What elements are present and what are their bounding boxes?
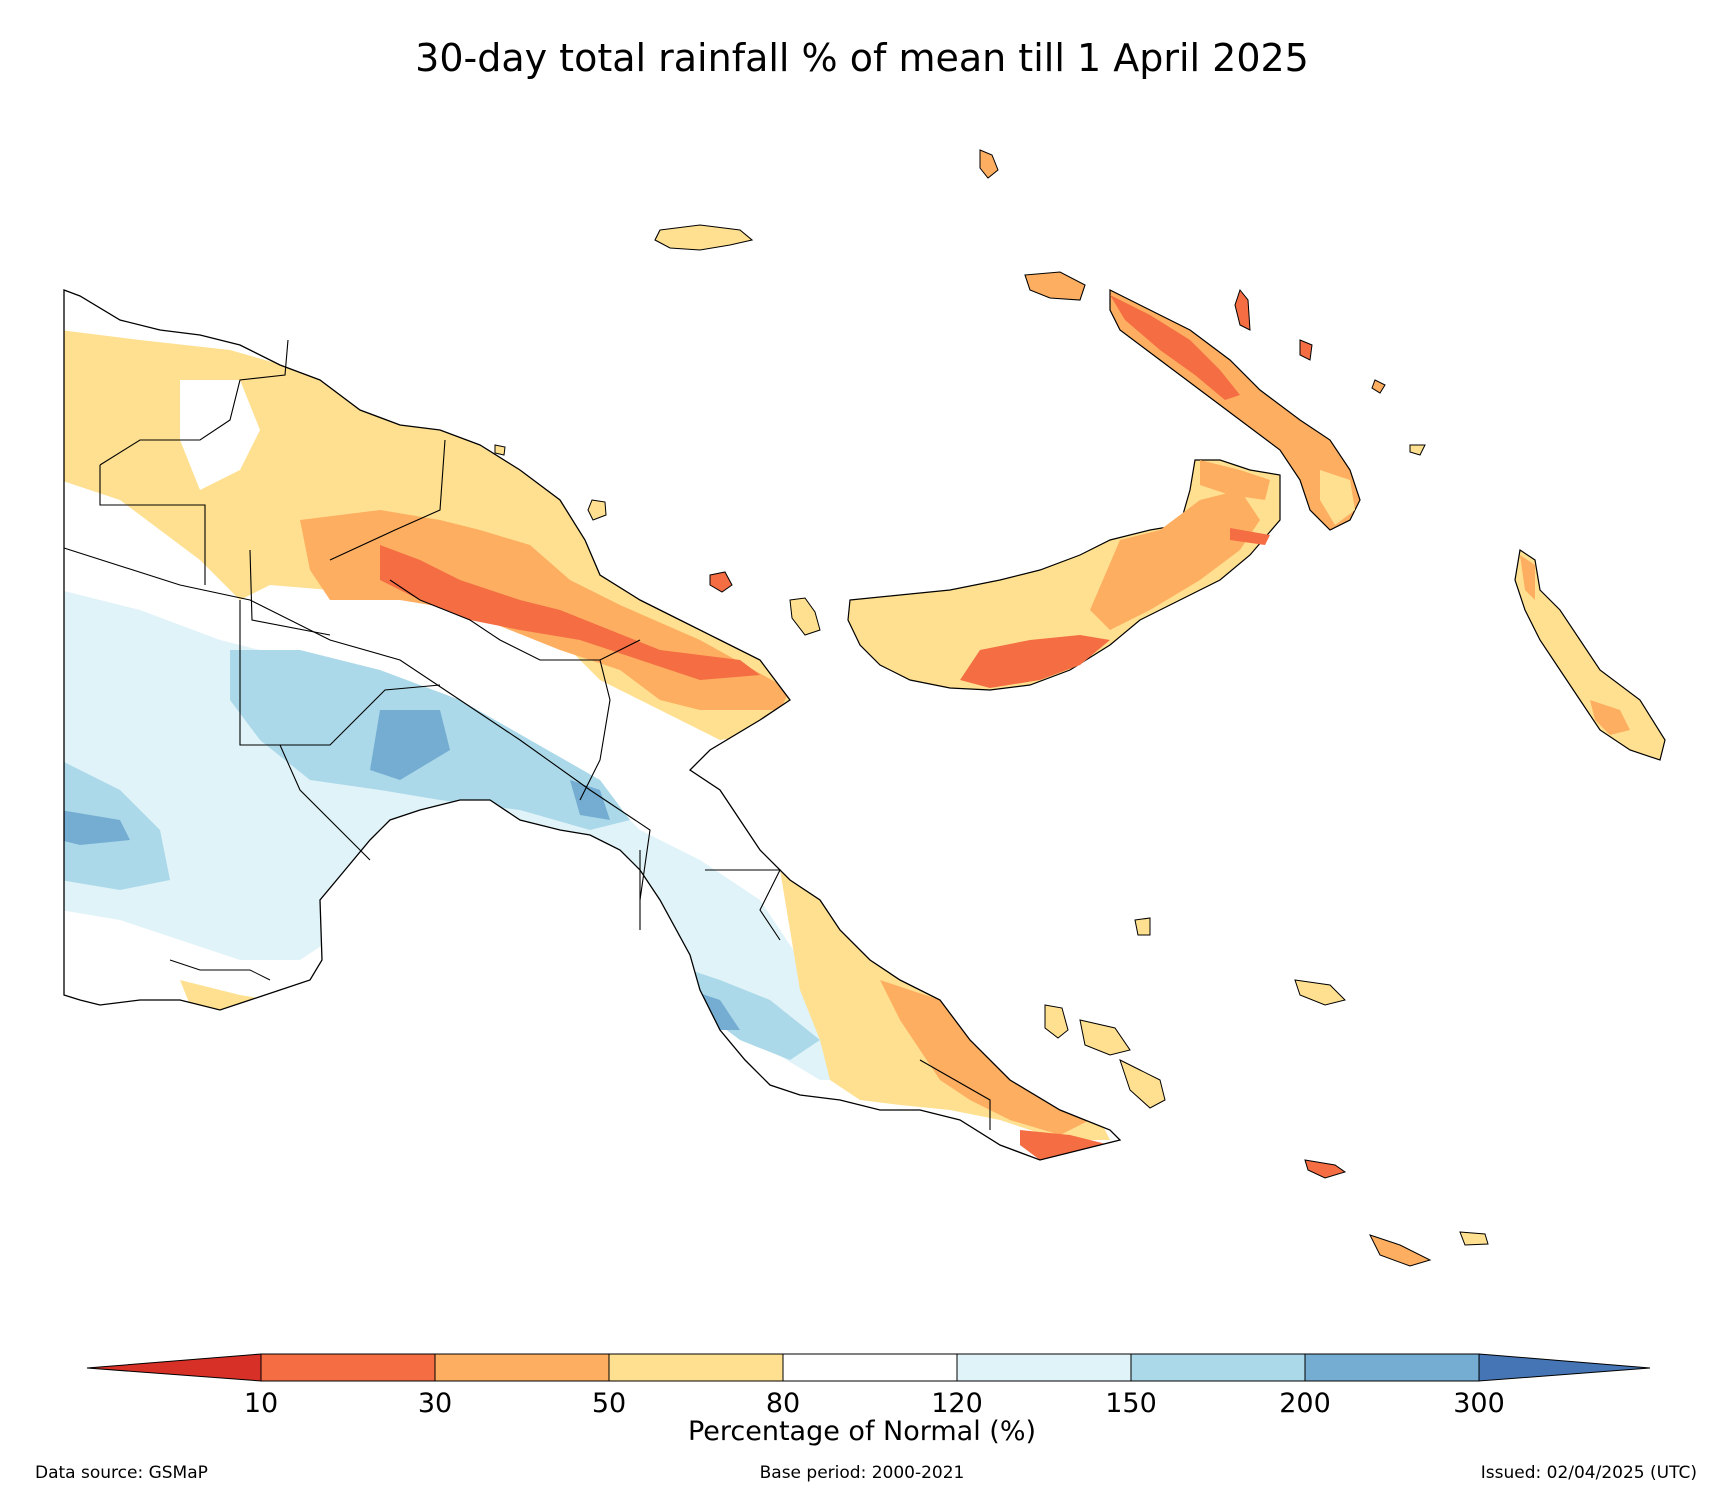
colorbar-bin-4 bbox=[782, 1353, 958, 1382]
colorbar-tick-label: 30 bbox=[417, 1388, 453, 1419]
colorbar-bin-5 bbox=[956, 1353, 1132, 1382]
colorbar-bin-6 bbox=[1130, 1353, 1306, 1382]
colorbar-title: Percentage of Normal (%) bbox=[687, 1416, 1037, 1447]
north-islands bbox=[979, 149, 1426, 456]
colorbar-bin-2 bbox=[434, 1353, 610, 1382]
new-hanover bbox=[1024, 271, 1086, 301]
new-britain bbox=[847, 459, 1281, 691]
issued-date: Issued: 02/04/2025 (UTC) bbox=[1480, 1463, 1697, 1483]
madang-islands bbox=[494, 444, 821, 636]
colorbar-underflow bbox=[86, 1353, 262, 1382]
colorbar-tick-label: 150 bbox=[1105, 1388, 1157, 1419]
colorbar-bin-7 bbox=[1304, 1353, 1480, 1382]
colorbar-tick-label: 50 bbox=[591, 1388, 627, 1419]
colorbar-tick-label: 200 bbox=[1279, 1388, 1331, 1419]
colorbar-bin-1 bbox=[260, 1353, 436, 1382]
colorbar-overflow bbox=[1478, 1353, 1651, 1382]
province-borders bbox=[63, 339, 991, 1130]
colorbar-tick-label: 80 bbox=[765, 1388, 801, 1419]
bougainville bbox=[1514, 548, 1666, 761]
colorbar-tick-label: 120 bbox=[931, 1388, 983, 1419]
base-period: Base period: 2000-2021 bbox=[759, 1463, 965, 1483]
colorbar-tick-label: 10 bbox=[243, 1388, 279, 1419]
milne-bay-islands bbox=[1044, 917, 1489, 1267]
manus-island bbox=[654, 224, 754, 251]
new-ireland bbox=[1109, 289, 1361, 531]
map-title: 30-day total rainfall % of mean till 1 A… bbox=[415, 36, 1309, 80]
data-source: Data source: GSMaP bbox=[35, 1463, 208, 1483]
colorbar-tick-label: 300 bbox=[1453, 1388, 1505, 1419]
mainland-coastline bbox=[63, 289, 1122, 1161]
colorbar-bin-3 bbox=[608, 1353, 784, 1382]
